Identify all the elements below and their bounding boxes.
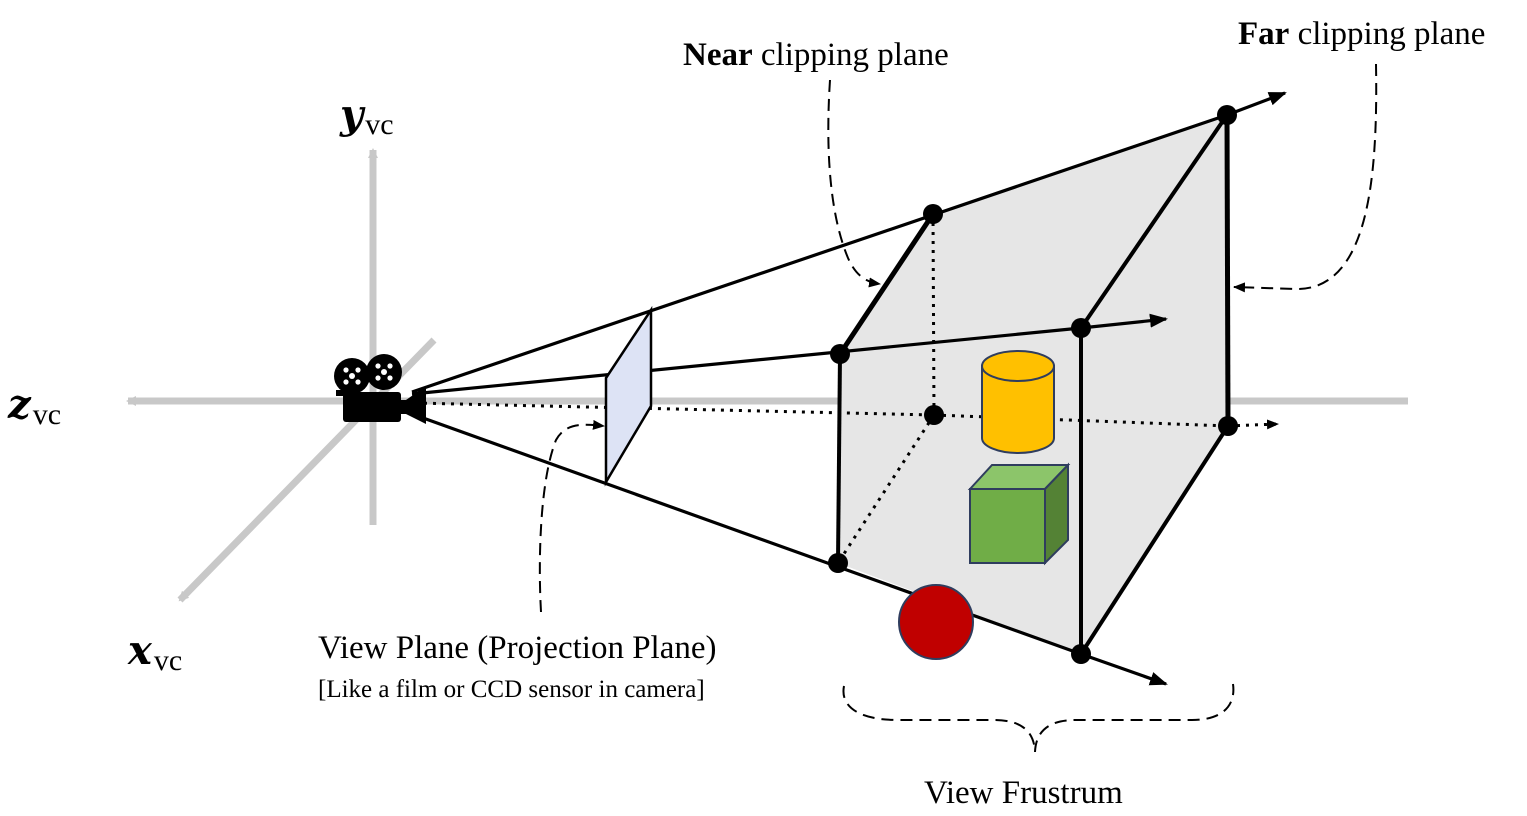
y-axis-label: yvc — [339, 91, 394, 141]
view-plane-note: [Like a film or CCD sensor in camera] — [318, 676, 705, 703]
ray-arrow-middle — [1080, 313, 1168, 330]
near-leader — [827, 79, 881, 288]
cube-object — [967, 462, 1071, 566]
hidden-edges — [414, 213, 1279, 564]
movie-camera-icon — [334, 354, 426, 424]
near-clipping-plane-label: Near clipping plane — [683, 37, 949, 73]
frustum-brace — [842, 683, 1235, 753]
x-axis-label: xvc — [127, 627, 182, 677]
leader-lines — [538, 63, 1378, 753]
far-clipping-plane-label: Far clipping plane — [1238, 16, 1485, 52]
view-plane-label: View Plane (Projection Plane) — [318, 630, 717, 666]
sphere-object — [898, 584, 974, 660]
ray-arrow-bottom — [1080, 652, 1168, 686]
far-leader — [1233, 63, 1378, 293]
ray-arrow-top — [1226, 91, 1287, 117]
cylinder-object — [981, 350, 1055, 454]
view-frustum-label: View Frustrum — [924, 775, 1123, 811]
view-plane-leader — [538, 419, 605, 613]
view-plane — [604, 305, 653, 487]
z-axis-label: zvc — [7, 381, 61, 431]
frustum-edges — [836, 113, 1231, 656]
frustum-vertices — [828, 105, 1238, 664]
